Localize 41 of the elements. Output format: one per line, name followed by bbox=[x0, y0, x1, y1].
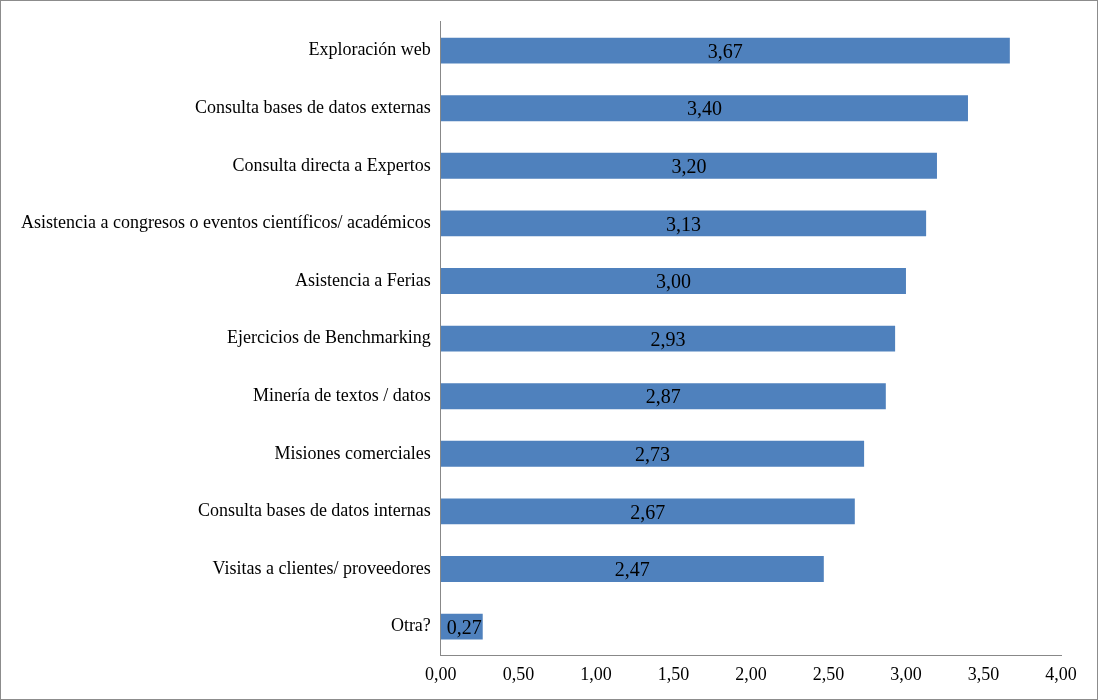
x-tick-label: 3,00 bbox=[890, 663, 922, 684]
bar bbox=[440, 210, 927, 237]
y-tick-label: Consulta bases de datos externas bbox=[194, 96, 431, 117]
y-tick-label: Visitas a clientes/ proveedores bbox=[212, 557, 431, 578]
x-tick-label: 4,00 bbox=[1045, 663, 1077, 684]
x-tick-label: 3,50 bbox=[967, 663, 1000, 684]
data-label: 3,67 bbox=[707, 39, 743, 62]
bar bbox=[440, 556, 824, 582]
bar bbox=[440, 152, 937, 179]
y-tick-label: Minería de textos / datos bbox=[252, 384, 431, 405]
x-tick-label: 2,00 bbox=[735, 663, 767, 684]
bar bbox=[440, 37, 1010, 64]
bar bbox=[440, 440, 865, 467]
y-tick-label: Consulta directa a Expertos bbox=[232, 154, 431, 175]
bar bbox=[440, 325, 896, 352]
data-label: 2,73 bbox=[634, 443, 670, 466]
x-tick-label: 0,50 bbox=[502, 663, 535, 684]
data-label: 3,13 bbox=[665, 212, 701, 235]
bar bbox=[440, 383, 886, 410]
y-tick-label: Asistencia a Ferias bbox=[294, 269, 431, 290]
data-label: 0,27 bbox=[446, 615, 482, 638]
data-label: 2,67 bbox=[630, 500, 666, 523]
y-tick-label: Consulta bases de datos internas bbox=[197, 500, 431, 521]
x-tick-label: 1,00 bbox=[580, 663, 612, 684]
data-label: 2,47 bbox=[614, 558, 650, 581]
y-tick-label: Misiones comerciales bbox=[274, 442, 431, 463]
data-label: 3,20 bbox=[671, 155, 707, 178]
y-tick-label: Otra? bbox=[390, 615, 431, 636]
x-tick-label: 0,00 bbox=[425, 663, 457, 684]
data-label: 2,93 bbox=[650, 327, 686, 350]
y-tick-label: Ejercicios de Benchmarking bbox=[226, 327, 431, 348]
x-tick-label: 2,50 bbox=[812, 663, 845, 684]
data-label: 2,87 bbox=[645, 385, 681, 408]
y-tick-label: Asistencia a congresos o eventos científicos/ académicos bbox=[20, 212, 431, 233]
y-tick-label: Exploración web bbox=[308, 39, 431, 60]
bar bbox=[440, 498, 855, 525]
bar bbox=[440, 95, 968, 122]
data-label: 3,00 bbox=[655, 270, 691, 293]
x-tick-label: 1,50 bbox=[657, 663, 690, 684]
bar bbox=[440, 268, 906, 294]
data-label: 3,40 bbox=[686, 97, 722, 120]
